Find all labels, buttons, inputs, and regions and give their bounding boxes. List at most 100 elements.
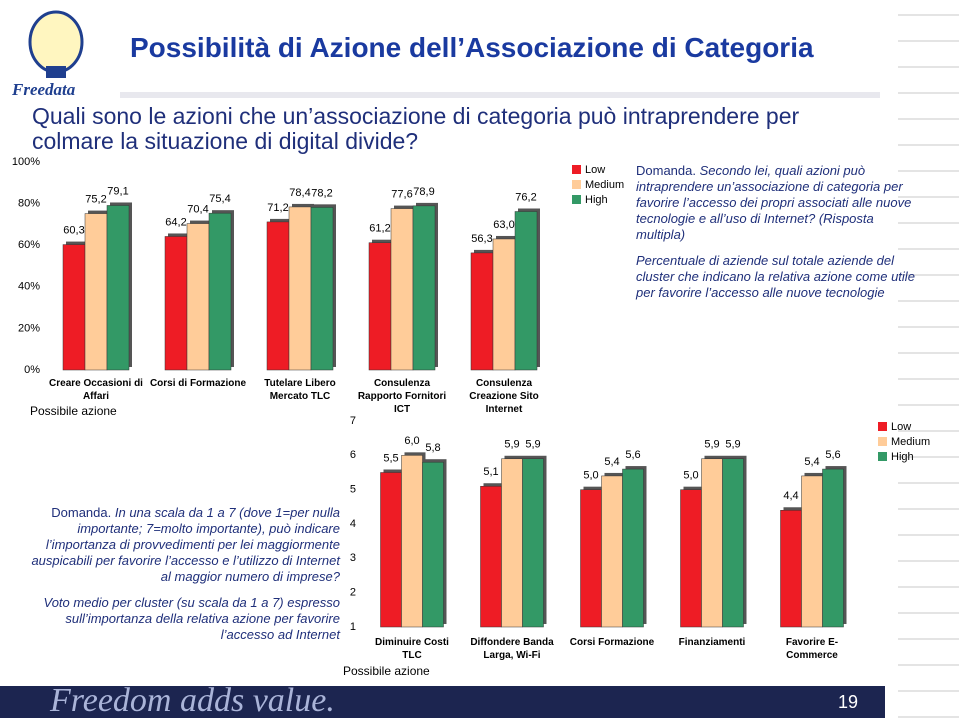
bar <box>412 205 436 371</box>
legend-label: High <box>891 451 914 463</box>
bar <box>722 458 744 628</box>
bar <box>601 475 623 628</box>
value-label: 63,0 <box>493 219 514 231</box>
note-caption: Voto medio per cluster (su scala da 1 a … <box>43 595 341 642</box>
bar <box>801 475 823 628</box>
bar <box>780 510 802 628</box>
note-caption: Percentuale di aziende sul totale aziend… <box>636 253 915 300</box>
y-tick-label: 0% <box>24 364 40 376</box>
value-label: 5,9 <box>504 439 519 451</box>
bar <box>380 472 402 628</box>
bar <box>164 236 188 371</box>
value-label: 5,6 <box>625 449 640 461</box>
x-tick-label: Corsi di Formazione <box>149 378 247 389</box>
note-lead: Domanda. <box>51 505 112 520</box>
legend-swatch <box>878 452 887 461</box>
bar <box>186 223 210 371</box>
bar <box>266 221 290 371</box>
y-tick-label: 1 <box>350 621 356 633</box>
value-label: 5,0 <box>683 470 698 482</box>
value-label: 64,2 <box>165 216 186 228</box>
value-label: 5,6 <box>825 449 840 461</box>
value-label: 71,2 <box>267 202 288 214</box>
axis-label: Possibile azione <box>30 404 117 418</box>
y-tick-label: 80% <box>18 198 40 210</box>
legend-swatch <box>572 165 581 174</box>
x-tick-label: Finanziamenti <box>678 637 746 648</box>
legend-swatch <box>878 422 887 431</box>
value-label: 60,3 <box>63 224 84 236</box>
value-label: 78,2 <box>311 187 332 199</box>
value-label: 5,9 <box>525 439 540 451</box>
bar <box>522 458 544 628</box>
x-tick-label: Consulenza Rapporto Fornitori ICT <box>357 378 447 415</box>
axis-label: Possibile azione <box>343 664 430 678</box>
value-label: 5,5 <box>383 452 398 464</box>
bar <box>84 213 108 371</box>
value-label: 5,4 <box>804 456 819 468</box>
x-tick-label: Diffondere Banda Larga, Wi-Fi <box>470 637 554 661</box>
bar <box>514 211 538 371</box>
bar <box>368 242 392 371</box>
value-label: 4,4 <box>783 490 798 502</box>
legend-label: Medium <box>891 436 930 448</box>
value-label: 5,9 <box>704 439 719 451</box>
bar <box>422 461 444 628</box>
bar <box>501 458 523 628</box>
y-tick-label: 20% <box>18 322 40 334</box>
y-tick-label: 40% <box>18 281 40 293</box>
bar <box>208 212 232 371</box>
x-tick-label: Favorire E-Commerce <box>785 637 839 661</box>
bar <box>470 252 494 371</box>
side-texture <box>898 0 959 718</box>
value-label: 61,2 <box>369 223 390 235</box>
bar <box>622 468 644 628</box>
y-tick-label: 100% <box>12 156 40 168</box>
legend-label: Low <box>891 421 911 433</box>
legend-label: Low <box>585 164 605 176</box>
x-tick-label: Creare Occasioni di Affari <box>49 378 143 402</box>
value-label: 75,2 <box>85 193 106 205</box>
title-rule <box>120 92 880 98</box>
note-question: In una scala da 1 a 7 (dove 1=per nulla … <box>31 505 340 584</box>
bar <box>580 489 602 628</box>
value-label: 6,0 <box>404 435 419 447</box>
y-tick-label: 5 <box>350 484 356 496</box>
x-tick-label: Diminuire Costi TLC <box>375 637 449 661</box>
note-2: Domanda. In una scala da 1 a 7 (dove 1=p… <box>30 505 340 643</box>
x-tick-label: Tutelare Libero Mercato TLC <box>264 378 336 402</box>
logo-icon <box>28 10 84 78</box>
bar <box>822 468 844 628</box>
legend-label: High <box>585 194 608 206</box>
legend-swatch <box>878 437 887 446</box>
footer-slogan: Freedom adds value. <box>50 682 335 718</box>
value-label: 56,3 <box>471 233 492 245</box>
value-label: 5,9 <box>725 439 740 451</box>
logo: Freedata <box>4 4 114 99</box>
y-tick-label: 2 <box>350 587 356 599</box>
y-tick-label: 3 <box>350 552 356 564</box>
value-label: 5,0 <box>583 470 598 482</box>
legend-label: Medium <box>585 179 624 191</box>
y-tick-label: 60% <box>18 239 40 251</box>
bar <box>62 244 86 371</box>
bar <box>480 485 502 628</box>
title: Possibilità di Azione dell’Associazione … <box>130 32 814 63</box>
y-tick-label: 6 <box>350 449 356 461</box>
bar <box>492 238 516 371</box>
legend-swatch <box>572 180 581 189</box>
bar <box>680 489 702 628</box>
y-tick-label: 4 <box>350 518 356 530</box>
value-label: 70,4 <box>187 203 208 215</box>
bar <box>401 455 423 628</box>
value-label: 79,1 <box>107 185 128 197</box>
x-tick-label: Consulenza Creazione Sito Internet <box>469 378 539 415</box>
value-label: 5,1 <box>483 466 498 478</box>
bar <box>310 207 334 371</box>
question: Quali sono le azioni che un’associazione… <box>32 103 800 154</box>
bar <box>701 458 723 628</box>
bar <box>288 206 312 371</box>
note-lead: Domanda. <box>636 163 696 178</box>
